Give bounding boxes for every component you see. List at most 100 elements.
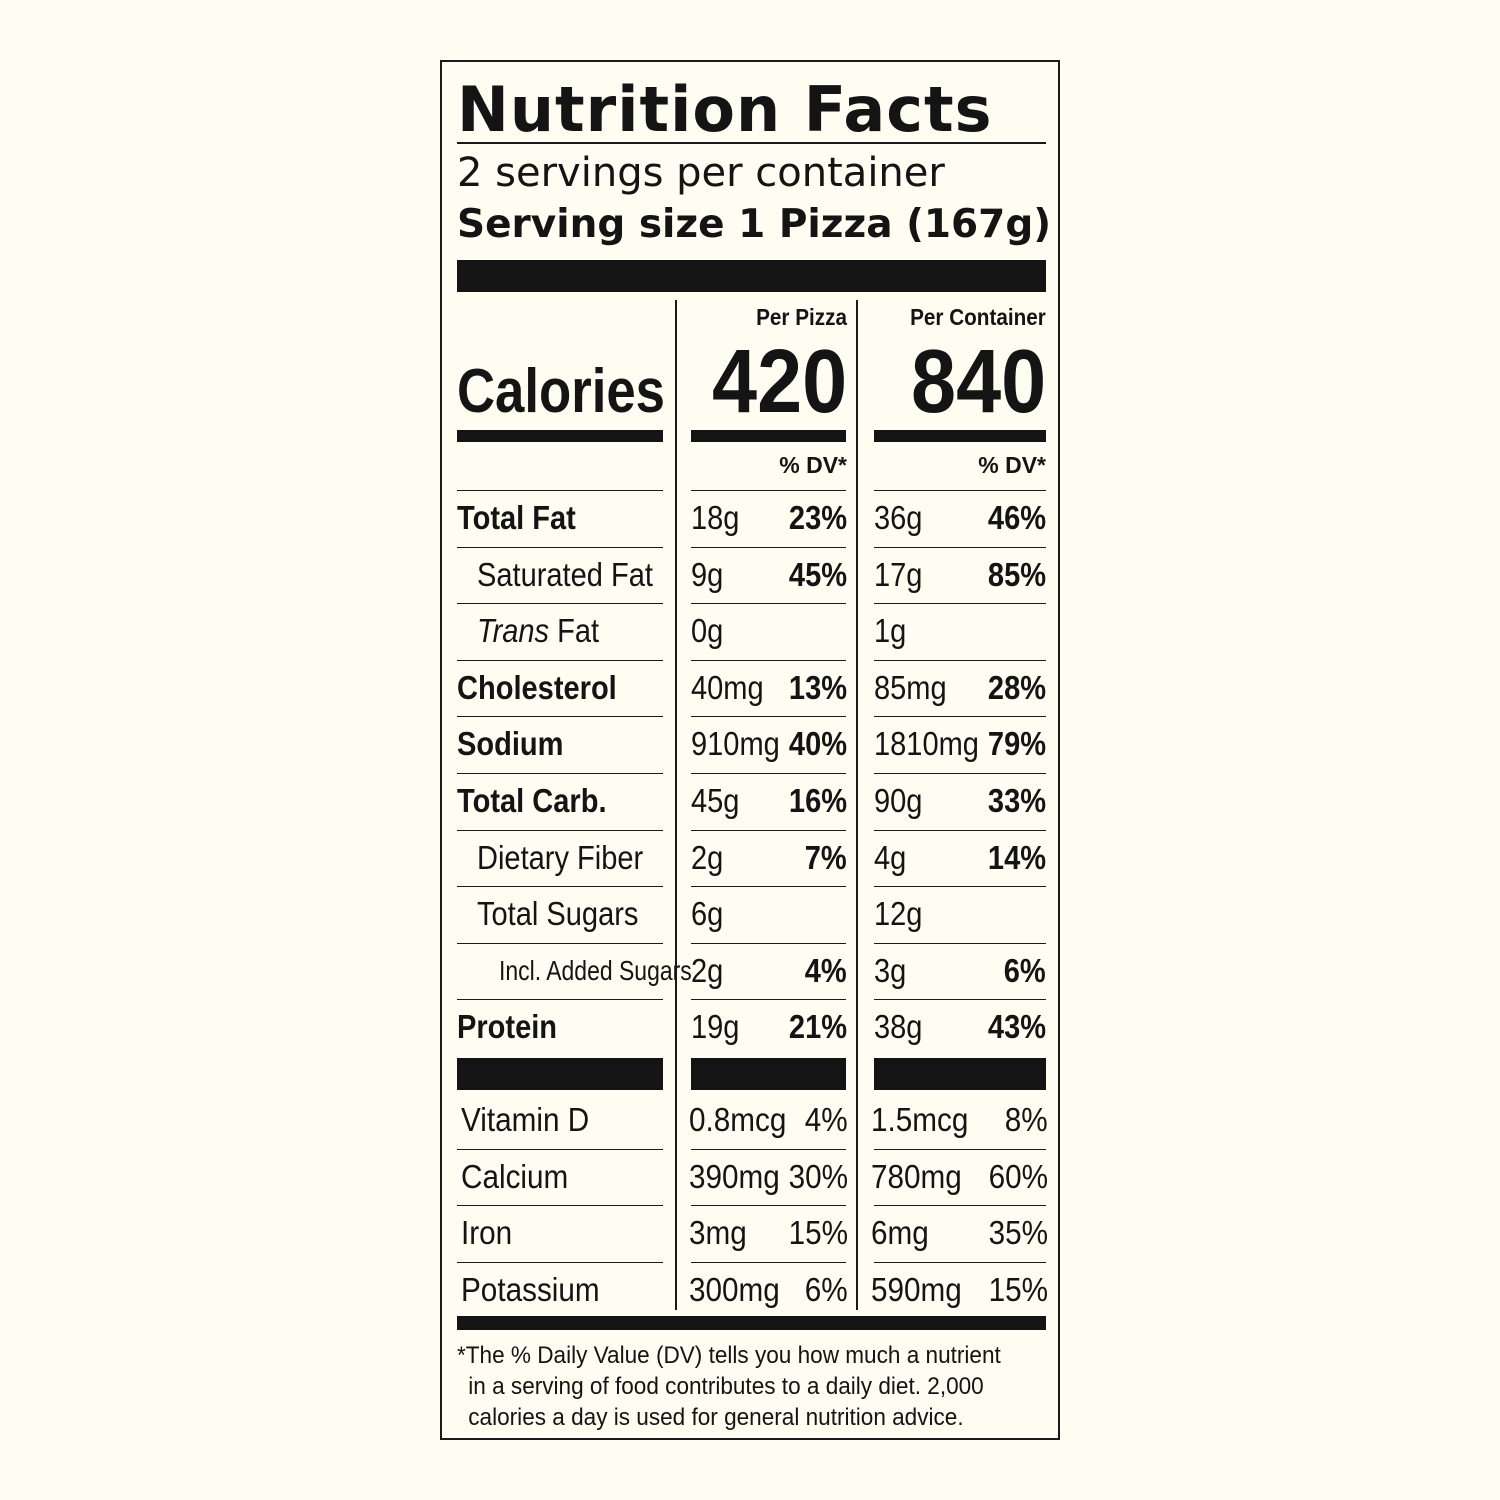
amount-per-container: 4g	[874, 838, 907, 876]
amount-per-container: 780mg	[871, 1157, 962, 1195]
row-divider	[691, 886, 846, 888]
nutrient-name: Saturated Fat	[477, 555, 653, 593]
row-divider	[874, 773, 1046, 774]
nutrient-row: Incl. Added Sugars 2g 4% 3g 6%	[457, 942, 1046, 999]
amount-per-container: 90g	[874, 782, 923, 819]
row-divider	[457, 829, 663, 831]
footnote-line: calories a day is used for general nutri…	[468, 1404, 964, 1431]
row-divider	[874, 829, 1046, 831]
dv-per-pizza: 21%	[788, 1008, 847, 1046]
amount-per-pizza: 0.8mcg	[689, 1101, 787, 1138]
vitamin-row: Potassium 300mg 6% 590mg 15%	[457, 1261, 1048, 1318]
dv-per-container: 15%	[988, 1270, 1048, 1308]
dv-per-pizza: 7%	[805, 838, 847, 876]
dv-per-container: 60%	[988, 1157, 1048, 1195]
row-divider	[874, 1148, 1046, 1150]
dv-per-container: 8%	[1005, 1101, 1048, 1138]
row-divider	[691, 773, 846, 774]
row-divider	[457, 490, 663, 491]
vitamin-name: Potassium	[461, 1270, 600, 1308]
calories-per-container: 840	[910, 332, 1046, 432]
dv-per-container: 35%	[988, 1214, 1048, 1251]
row-divider	[457, 659, 663, 661]
thick-divider	[457, 260, 1046, 292]
nutrient-name: Total Fat	[457, 499, 576, 536]
vitamin-row: Calcium 390mg 30% 780mg 60%	[457, 1148, 1048, 1205]
amount-per-container: 1810mg	[874, 725, 979, 763]
vitamin-row: Vitamin D 0.8mcg 4% 1.5mcg 8%	[457, 1092, 1048, 1148]
row-divider	[457, 886, 663, 888]
nutrition-facts-label: Nutrition Facts 2 servings per container…	[440, 60, 1060, 1440]
amount-per-pizza: 2g	[691, 838, 724, 876]
row-divider	[874, 490, 1046, 491]
amount-per-pizza: 910mg	[691, 725, 780, 763]
nutrient-row: Total Carb. 45g 16% 90g 33%	[457, 773, 1046, 829]
column-divider	[856, 300, 858, 1310]
servings-per-container: 2 servings per container	[457, 150, 945, 196]
dv-per-container: 43%	[987, 1008, 1046, 1046]
amount-per-container: 6mg	[871, 1214, 929, 1251]
amount-per-container: 36g	[874, 499, 923, 536]
amount-per-pizza: 300mg	[689, 1270, 780, 1308]
dv-per-pizza: 16%	[788, 782, 847, 819]
row-divider	[691, 829, 846, 831]
amount-per-container: 590mg	[871, 1270, 962, 1308]
amount-per-pizza: 40mg	[691, 668, 764, 706]
calories-bar	[691, 430, 846, 442]
nutrient-row: Trans Fat 0g 1g	[457, 603, 1046, 659]
column-divider	[675, 300, 677, 1310]
dv-header-per-pizza: % DV*	[779, 452, 847, 478]
dv-per-container: 6%	[1004, 951, 1046, 989]
dv-per-container: 33%	[987, 782, 1046, 819]
row-divider	[874, 659, 1046, 661]
dv-per-pizza: 15%	[788, 1214, 848, 1251]
row-divider	[457, 1148, 663, 1150]
row-divider	[691, 659, 846, 661]
dv-per-pizza: 30%	[788, 1157, 848, 1195]
amount-per-container: 1.5mcg	[871, 1101, 969, 1138]
nutrient-name: Dietary Fiber	[477, 838, 644, 876]
amount-per-container: 38g	[874, 1008, 923, 1046]
row-divider	[691, 999, 846, 1001]
amount-per-pizza: 19g	[691, 1008, 740, 1046]
dv-per-container: 28%	[987, 668, 1046, 706]
nutrient-row: Protein 19g 21% 38g 43%	[457, 999, 1046, 1055]
row-divider	[874, 942, 1046, 944]
amount-per-container: 12g	[874, 895, 923, 933]
nutrient-name: Sodium	[457, 725, 564, 763]
thick-divider	[691, 1058, 846, 1090]
row-divider	[457, 1261, 663, 1263]
row-divider	[874, 546, 1046, 548]
nutrient-row: Total Fat 18g 23% 36g 46%	[457, 490, 1046, 546]
row-divider	[691, 603, 846, 605]
row-divider	[874, 886, 1046, 888]
amount-per-pizza: 3mg	[689, 1214, 747, 1251]
amount-per-container: 85mg	[874, 668, 947, 706]
row-divider	[874, 716, 1046, 718]
dv-header-per-container: % DV*	[978, 452, 1046, 478]
amount-per-pizza: 18g	[691, 499, 740, 536]
dv-per-pizza: 6%	[805, 1270, 848, 1308]
footnote-line: in a serving of food contributes to a da…	[468, 1373, 984, 1400]
divider	[457, 142, 1046, 144]
dv-per-pizza: 13%	[788, 668, 847, 706]
nutrient-name: Cholesterol	[457, 668, 617, 706]
amount-per-container: 3g	[874, 951, 907, 989]
row-divider	[691, 490, 846, 491]
bottom-divider	[457, 1316, 1046, 1330]
thick-divider	[874, 1058, 1046, 1090]
nutrient-row: Dietary Fiber 2g 7% 4g 14%	[457, 829, 1046, 886]
row-divider	[691, 942, 846, 944]
vitamin-name: Calcium	[461, 1157, 569, 1195]
row-divider	[457, 773, 663, 774]
dv-per-pizza: 40%	[788, 725, 847, 763]
row-divider	[457, 603, 663, 605]
serving-size: Serving size 1 Pizza (167g)	[457, 202, 1052, 247]
nutrient-row: Sodium 910mg 40% 1810mg 79%	[457, 716, 1046, 772]
row-divider	[691, 546, 846, 548]
dv-per-container: 85%	[987, 555, 1046, 593]
row-divider	[457, 942, 663, 944]
row-divider	[691, 716, 846, 718]
per-pizza-header: Per Pizza	[756, 304, 847, 330]
nutrient-name: Incl. Added Sugars	[499, 954, 692, 986]
